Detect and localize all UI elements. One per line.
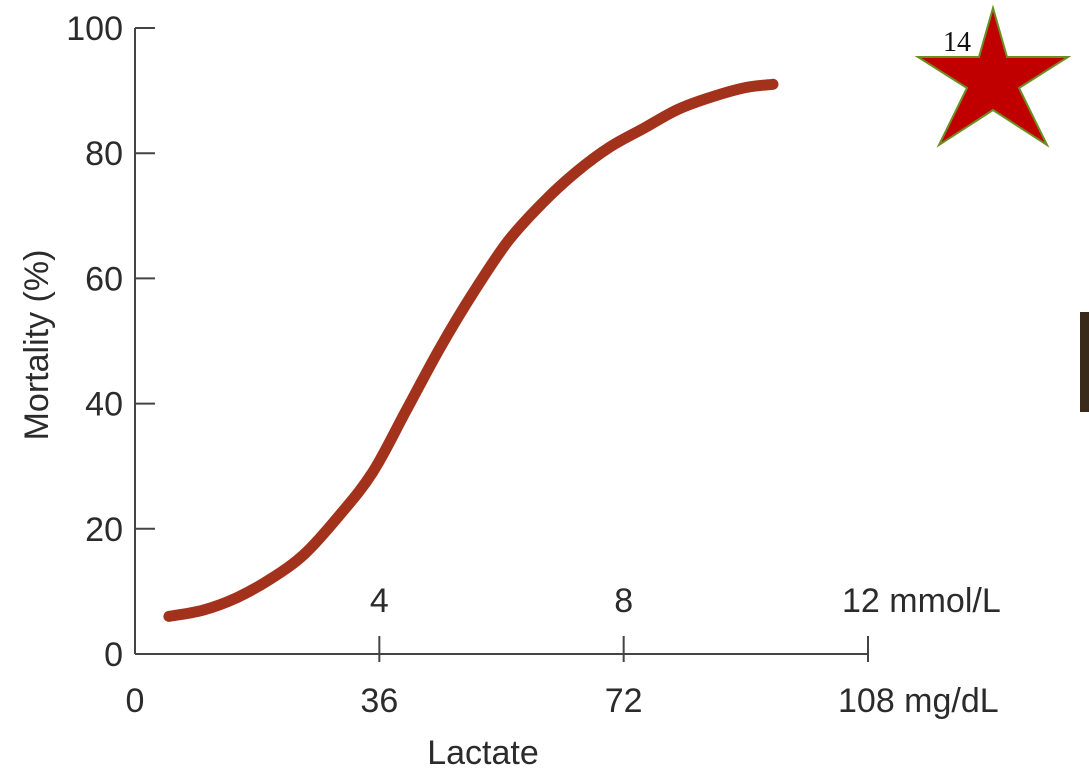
x-axis-title: Lactate xyxy=(427,734,539,772)
x-mmol-label: 8 xyxy=(614,582,633,620)
x-tick-label: 36 xyxy=(360,682,398,720)
mortality-curve xyxy=(163,78,779,622)
star-icon xyxy=(914,4,1072,148)
x-mmol-label: 12 mmol/L xyxy=(842,582,1001,620)
y-tick-label: 40 xyxy=(85,386,123,424)
x-tick-label: 72 xyxy=(605,682,643,720)
y-axis-ticks: 0 20 40 60 80 100 xyxy=(66,10,155,674)
y-tick-label: 80 xyxy=(85,135,123,173)
y-tick-label: 20 xyxy=(85,511,123,549)
y-tick-label: 60 xyxy=(85,260,123,298)
x-axis-mmol-labels: 4 8 12 mmol/L xyxy=(370,582,1001,620)
x-axis-ticks: 0 36 72 108 mg/dL xyxy=(126,636,999,720)
x-mmol-label: 4 xyxy=(370,582,389,620)
y-tick-label: 100 xyxy=(66,10,123,48)
y-tick-label: 0 xyxy=(104,636,123,674)
side-bar-decoration xyxy=(1080,312,1089,412)
y-axis-title: Mortality (%) xyxy=(18,250,56,441)
x-tick-label: 0 xyxy=(126,682,145,720)
x-tick-label: 108 mg/dL xyxy=(838,682,999,720)
slide-number: 14 xyxy=(943,27,971,58)
